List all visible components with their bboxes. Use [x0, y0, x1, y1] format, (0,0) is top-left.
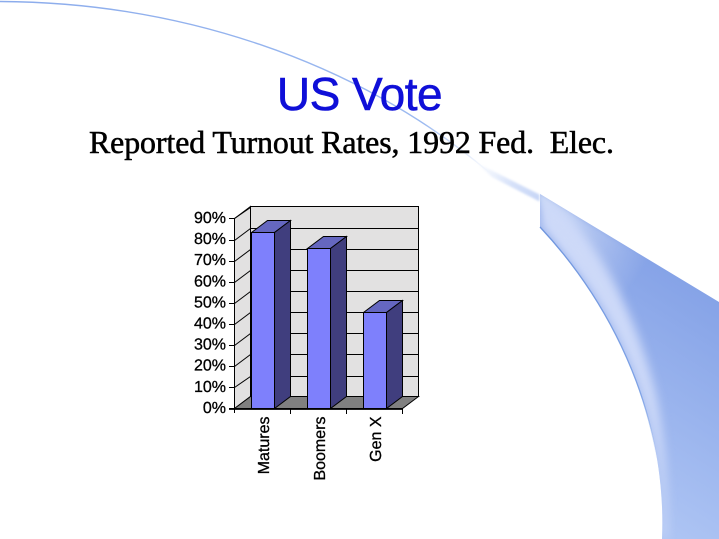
svg-text:10%: 10%: [194, 379, 226, 396]
svg-text:0%: 0%: [203, 400, 226, 417]
svg-text:80%: 80%: [194, 231, 226, 248]
svg-text:20%: 20%: [194, 358, 226, 375]
svg-text:90%: 90%: [194, 210, 226, 227]
svg-text:40%: 40%: [194, 316, 226, 333]
svg-text:70%: 70%: [194, 252, 226, 269]
svg-text:Boomers: Boomers: [312, 417, 329, 481]
svg-text:30%: 30%: [194, 337, 226, 354]
svg-text:Matures: Matures: [256, 417, 273, 475]
svg-text:50%: 50%: [194, 294, 226, 311]
svg-text:Gen X: Gen X: [368, 416, 385, 462]
svg-text:60%: 60%: [194, 273, 226, 290]
